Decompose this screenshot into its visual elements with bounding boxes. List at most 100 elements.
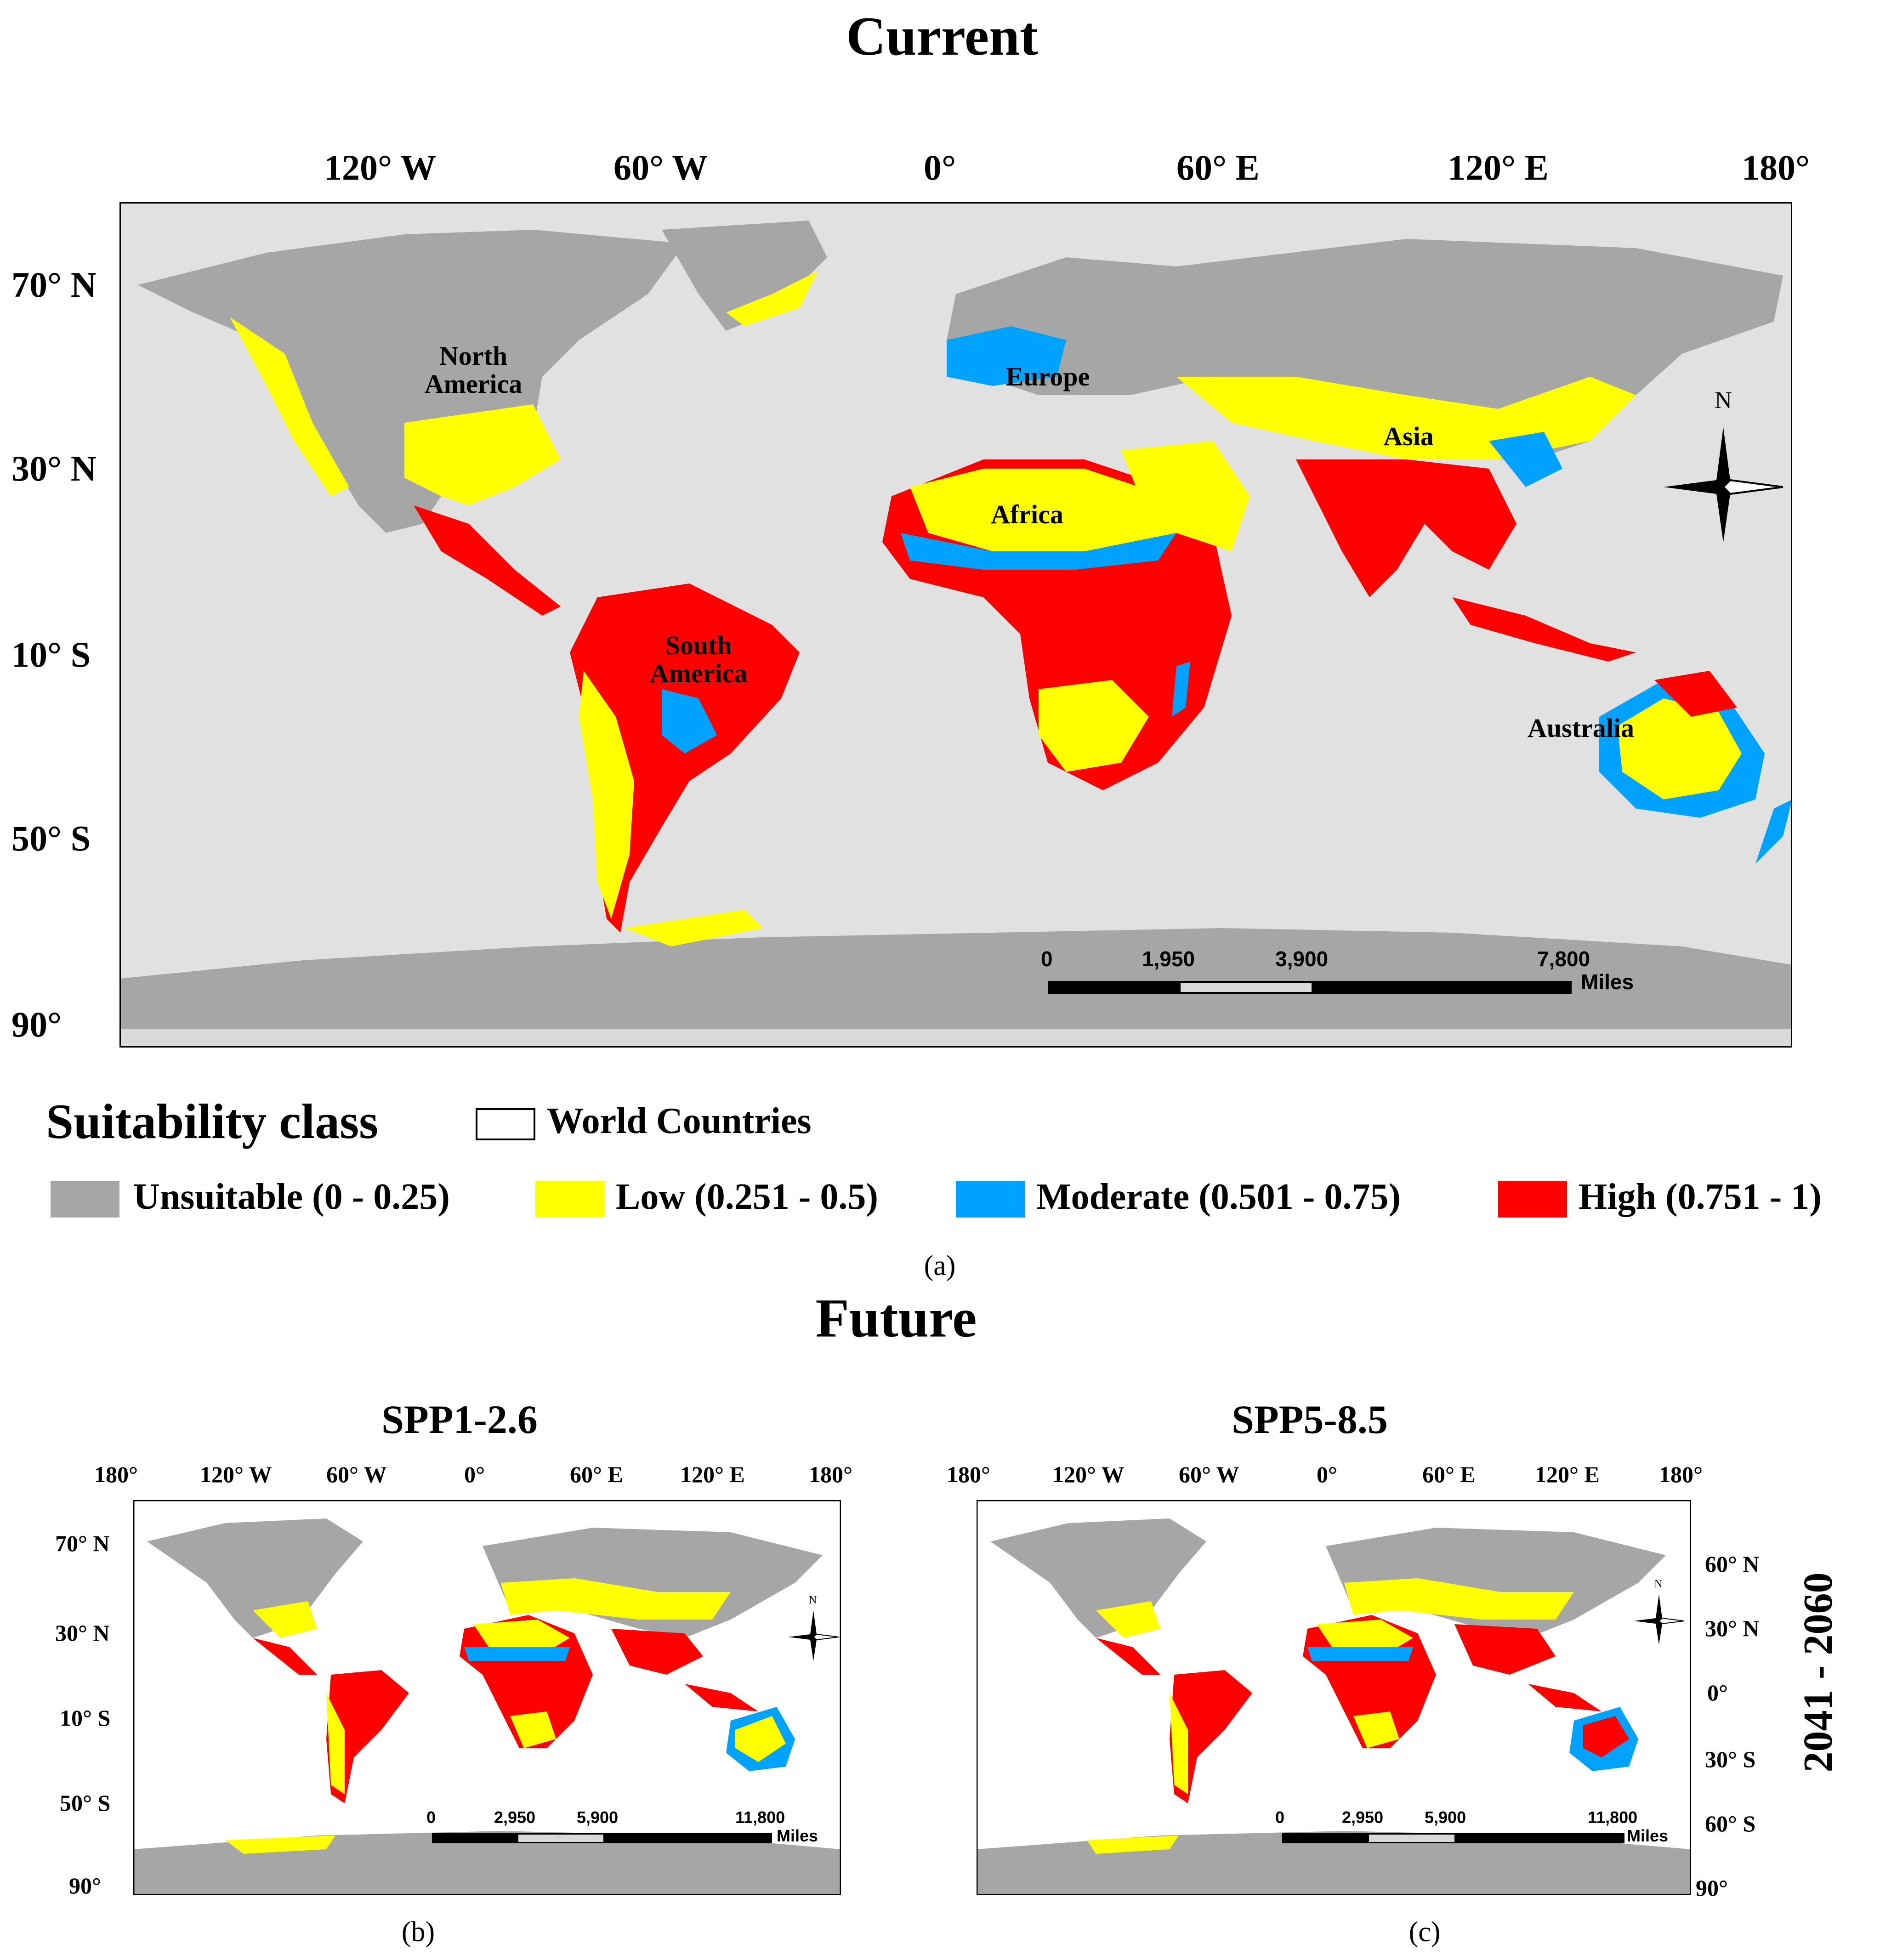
land-greenland — [662, 221, 827, 331]
land-north-america — [138, 230, 685, 533]
scale-label: 11,800 — [735, 1808, 785, 1827]
lat-tick: 70° N — [11, 265, 97, 305]
lon-tick: 120° E — [680, 1462, 745, 1487]
scale-label: 0 — [1275, 1808, 1285, 1827]
legend-title: Suitability class — [46, 1094, 379, 1149]
lon-tick: 180° — [94, 1462, 138, 1487]
north-arrow-icon — [788, 1597, 839, 1661]
scale-label: 11,800 — [1588, 1808, 1638, 1827]
scale-unit: Miles — [1627, 1826, 1669, 1845]
legend-label-low: Low (0.251 - 0.5) — [616, 1177, 879, 1217]
lon-tick: 0° — [464, 1462, 485, 1487]
panel-c-title: SPP5-8.5 — [1232, 1398, 1388, 1442]
lon-tick: 180° — [1742, 147, 1810, 187]
panel-b-title: SPP1-2.6 — [381, 1398, 538, 1442]
map-spp5-8-5 — [977, 1500, 1691, 1895]
lat-tick: 30° S — [1705, 1746, 1756, 1772]
lon-tick: 120° E — [1535, 1462, 1600, 1487]
land-central-america — [414, 505, 561, 616]
scale-label: 7,800 — [1537, 947, 1590, 971]
land-antarctica — [119, 928, 1792, 1029]
land-sa-blue — [662, 689, 717, 753]
scale-label: 2,950 — [1342, 1808, 1384, 1827]
lon-tick: 0° — [1317, 1462, 1337, 1487]
lon-tick: 120° W — [200, 1462, 272, 1487]
scale-unit: Miles — [777, 1826, 818, 1845]
region-label-africa: Africa — [991, 499, 1063, 529]
land-australia-red — [1654, 671, 1737, 717]
map-current — [119, 202, 1792, 1048]
land-asia-red — [1296, 459, 1516, 597]
north-arrow-icon — [1664, 395, 1783, 542]
legend-countries-swatch — [476, 1108, 535, 1140]
lat-tick: 60° S — [1705, 1811, 1756, 1836]
caption-a: (a) — [924, 1250, 956, 1281]
lat-tick: 90° — [1696, 1875, 1728, 1901]
map-spp5-svg — [977, 1500, 1691, 1895]
land-antarctica-yellow — [625, 910, 763, 946]
lat-tick: 10° S — [60, 1705, 111, 1731]
land-sea-islands — [1452, 597, 1636, 662]
lat-tick: 70° N — [55, 1530, 110, 1556]
scale-label: 5,900 — [577, 1808, 619, 1827]
lon-tick: 60° W — [326, 1462, 387, 1487]
caption-c: (c) — [1409, 1916, 1441, 1948]
legend-swatch-high — [1498, 1181, 1567, 1218]
scale-label: 1,950 — [1142, 947, 1195, 971]
lon-tick: 180° — [809, 1462, 852, 1487]
lat-tick: 30° N — [55, 1620, 110, 1646]
land-australia-yellow — [1618, 698, 1742, 799]
legend-swatch-unsuitable — [51, 1181, 119, 1218]
scale-bar — [432, 1833, 772, 1843]
scale-bar — [1048, 981, 1572, 994]
panel-a-title: Current — [846, 6, 1038, 67]
lat-tick: 50° S — [60, 1790, 111, 1816]
lat-tick: 90° — [11, 1004, 62, 1044]
caption-b: (b) — [401, 1916, 435, 1948]
lon-tick: 120° W — [1052, 1462, 1125, 1487]
north-label: N — [1654, 1578, 1663, 1590]
period-label: 2041 - 2060 — [1795, 1572, 1841, 1773]
north-label: N — [1715, 387, 1732, 414]
land-madagascar — [1172, 662, 1190, 717]
land-new-zealand — [1755, 799, 1792, 864]
lat-tick: 30° N — [1705, 1615, 1760, 1641]
land-sa-yellow — [579, 671, 634, 919]
lat-tick: 50° S — [11, 818, 91, 858]
lon-tick: 60° E — [1176, 147, 1260, 187]
region-label-south-america: South America — [649, 630, 748, 688]
map-spp1-svg — [133, 1500, 841, 1895]
north-label: N — [809, 1594, 817, 1606]
lon-tick: 120° E — [1448, 147, 1549, 187]
land-europe-blue — [947, 326, 1066, 386]
lon-tick: 60° E — [1422, 1462, 1476, 1487]
legend-label-high: High (0.751 - 1) — [1579, 1177, 1822, 1217]
lon-tick: 60° E — [570, 1462, 623, 1487]
region-label-australia: Australia — [1528, 713, 1634, 743]
legend-swatch-low — [535, 1181, 604, 1218]
legend-swatch-moderate — [956, 1181, 1025, 1218]
lon-tick: 0° — [924, 147, 956, 187]
scale-bar — [1282, 1833, 1624, 1843]
map-current-svg — [119, 202, 1792, 1048]
scale-label: 5,900 — [1425, 1808, 1466, 1827]
lat-tick: 30° N — [11, 448, 97, 488]
legend-label-unsuitable: Unsuitable (0 - 0.25) — [133, 1177, 450, 1217]
land-africa-yellow — [910, 469, 1176, 551]
lon-tick: 120° W — [324, 147, 437, 187]
land-arabia — [1121, 441, 1250, 551]
land-greenland-yellow — [726, 271, 818, 326]
lat-tick: 60° N — [1705, 1551, 1760, 1577]
scale-label: 0 — [426, 1808, 436, 1827]
lon-tick: 180° — [947, 1462, 990, 1487]
scale-label: 0 — [1041, 947, 1053, 971]
lon-tick: 60° W — [613, 147, 708, 187]
land-na-yellow-west — [230, 317, 349, 496]
scale-label: 2,950 — [494, 1808, 536, 1827]
scale-unit: Miles — [1581, 970, 1634, 994]
lon-tick: 180° — [1659, 1462, 1703, 1487]
lat-tick: 0° — [1707, 1680, 1728, 1705]
land-africa-south — [1039, 680, 1149, 772]
lat-tick: 90° — [69, 1873, 101, 1898]
lat-tick: 10° S — [11, 634, 91, 674]
